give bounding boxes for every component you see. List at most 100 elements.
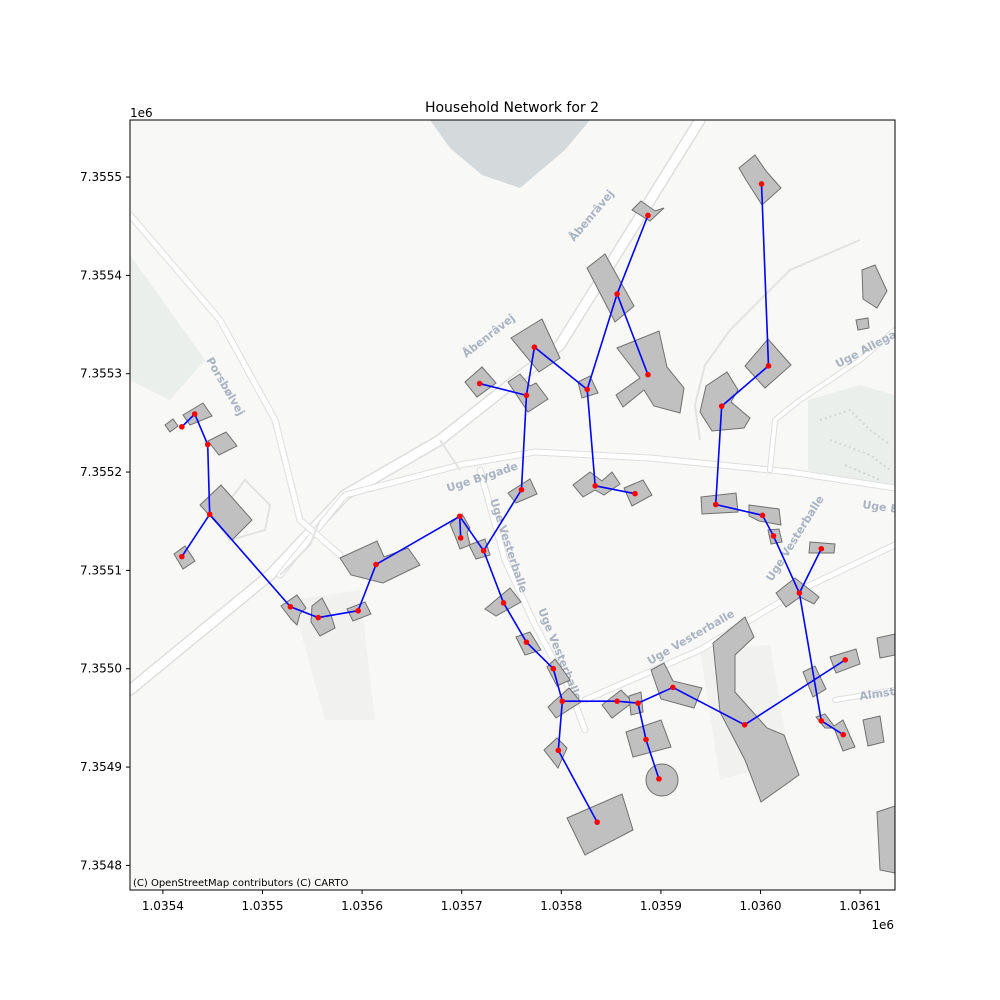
- network-edge: [761, 514, 775, 537]
- household-node: [741, 721, 748, 728]
- street-label-almst: Almst: [859, 685, 896, 703]
- network-edge: [290, 606, 319, 619]
- household-node: [204, 441, 211, 448]
- building: [164, 418, 179, 433]
- network-edge: [209, 513, 291, 608]
- x-tick-label: 1.0354: [142, 899, 184, 913]
- household-node: [818, 718, 825, 724]
- household-node: [584, 386, 591, 393]
- building: [862, 715, 885, 747]
- household-node: [718, 403, 725, 409]
- household-node: [373, 561, 379, 568]
- household-node: [456, 513, 463, 520]
- map-attribution: (C) OpenStreetMap contributors (C) CARTO: [133, 878, 348, 889]
- household-node: [758, 181, 765, 187]
- x-tick-label: 1.0360: [740, 899, 782, 913]
- household-node: [550, 665, 557, 672]
- household-node: [770, 533, 777, 539]
- network-edge: [552, 668, 564, 702]
- building: [207, 431, 238, 456]
- household-node: [594, 819, 600, 825]
- network-edge: [798, 592, 823, 721]
- household-node: [840, 731, 847, 738]
- household-node: [531, 344, 538, 350]
- building: [700, 492, 739, 515]
- y-axis-offset-label: 1e6: [130, 106, 153, 120]
- household-node: [476, 380, 483, 387]
- network-edge: [672, 686, 745, 726]
- household-node: [287, 603, 294, 610]
- household-node: [555, 747, 562, 754]
- network-edge: [181, 413, 196, 428]
- network-edge: [318, 609, 359, 619]
- building: [738, 154, 782, 206]
- network-edge: [616, 215, 649, 295]
- network-edge: [482, 550, 505, 604]
- park-area: [130, 255, 205, 400]
- household-node: [559, 698, 566, 704]
- y-tick-label: 7.3554: [80, 268, 122, 282]
- household-node: [635, 700, 641, 706]
- household-node: [656, 776, 662, 782]
- network-edge: [714, 406, 723, 505]
- household-node: [523, 392, 530, 399]
- household-node: [759, 512, 766, 519]
- y-tick-label: 7.3555: [80, 170, 122, 184]
- network-edge: [637, 702, 647, 740]
- plot-frame: [129, 119, 896, 891]
- household-node: [178, 424, 185, 430]
- network-edge: [206, 444, 211, 515]
- household-node: [670, 684, 676, 691]
- building: [623, 479, 653, 507]
- building: [543, 737, 568, 769]
- water-area: [430, 120, 590, 188]
- household-node: [614, 291, 620, 297]
- household-node: [614, 698, 620, 704]
- network-edge: [525, 641, 554, 670]
- network-edge: [194, 413, 209, 445]
- chart-title: Household Network for 2: [425, 100, 599, 116]
- network-edge: [482, 489, 523, 552]
- network-nodes: [178, 181, 848, 825]
- roads: [130, 120, 895, 734]
- network-edge: [798, 548, 823, 594]
- household-node: [712, 501, 719, 508]
- y-tick-label: 7.3550: [80, 662, 122, 676]
- y-tick-label: 7.3553: [80, 367, 122, 381]
- network-edge: [459, 515, 485, 552]
- y-tick-label: 7.3549: [80, 760, 122, 774]
- x-tick-label: 1.0358: [540, 899, 582, 913]
- network-edge: [520, 395, 528, 490]
- household-node: [592, 483, 598, 489]
- building: [645, 763, 679, 797]
- household-node: [191, 411, 198, 417]
- x-tick-label: 1.0361: [839, 899, 881, 913]
- household-node: [765, 363, 772, 369]
- network-edge: [772, 535, 801, 594]
- building: [876, 805, 895, 874]
- building: [855, 317, 870, 331]
- building: [712, 616, 800, 803]
- household-node: [523, 639, 530, 645]
- network-edge: [557, 701, 564, 751]
- x-tick-label: 1.0355: [241, 899, 283, 913]
- network-edge: [375, 515, 461, 566]
- building: [861, 264, 888, 309]
- y-axis: 7.3548 7.3549 7.3550 7.3551 7.3552 7.3553 7.35…: [80, 170, 130, 872]
- network-edge: [715, 503, 763, 517]
- network-edge: [586, 389, 596, 486]
- household-node: [457, 535, 464, 541]
- household-node: [480, 547, 487, 554]
- network-edge: [595, 485, 636, 495]
- x-tick-label: 1.0356: [341, 899, 383, 913]
- household-node: [355, 607, 361, 614]
- network-edge: [458, 516, 462, 538]
- building: [699, 371, 751, 432]
- network-edge: [721, 365, 770, 407]
- network-edge: [637, 686, 674, 704]
- household-node: [645, 371, 651, 378]
- household-node: [500, 600, 507, 606]
- buildings: [164, 154, 895, 874]
- building: [507, 373, 549, 413]
- building: [615, 330, 685, 414]
